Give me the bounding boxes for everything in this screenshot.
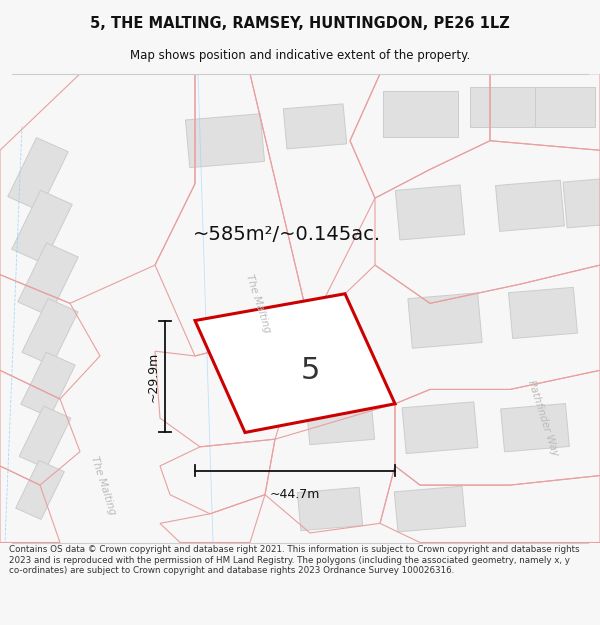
Polygon shape (195, 294, 395, 432)
Text: 5: 5 (301, 356, 320, 385)
Bar (383, 91, 458, 137)
Bar (395, 185, 464, 240)
Bar (16, 461, 64, 519)
Bar (394, 486, 466, 532)
Text: The Malting: The Malting (89, 454, 117, 516)
Text: Pathfinder Way: Pathfinder Way (526, 379, 560, 458)
Bar (402, 402, 478, 454)
Bar (496, 180, 565, 231)
Bar (22, 299, 78, 366)
Bar (305, 392, 374, 444)
Bar (185, 114, 265, 168)
Bar (8, 138, 68, 211)
Bar (298, 488, 362, 531)
Bar (12, 190, 72, 263)
Text: Contains OS data © Crown copyright and database right 2021. This information is : Contains OS data © Crown copyright and d… (9, 546, 580, 575)
Bar (563, 178, 600, 228)
Bar (18, 243, 78, 316)
Bar (283, 104, 347, 149)
Text: The Malting: The Malting (244, 272, 272, 334)
Text: ~44.7m: ~44.7m (270, 488, 320, 501)
Bar (500, 404, 569, 452)
Text: 5, THE MALTING, RAMSEY, HUNTINGDON, PE26 1LZ: 5, THE MALTING, RAMSEY, HUNTINGDON, PE26… (90, 16, 510, 31)
Bar (19, 406, 71, 469)
Bar (470, 87, 540, 128)
Text: ~29.9m: ~29.9m (147, 351, 160, 402)
Text: ~585m²/~0.145ac.: ~585m²/~0.145ac. (193, 225, 381, 244)
Bar (509, 288, 577, 339)
Text: Map shows position and indicative extent of the property.: Map shows position and indicative extent… (130, 49, 470, 62)
Bar (408, 293, 482, 348)
Bar (236, 369, 294, 410)
Bar (535, 87, 595, 128)
Bar (21, 352, 75, 417)
